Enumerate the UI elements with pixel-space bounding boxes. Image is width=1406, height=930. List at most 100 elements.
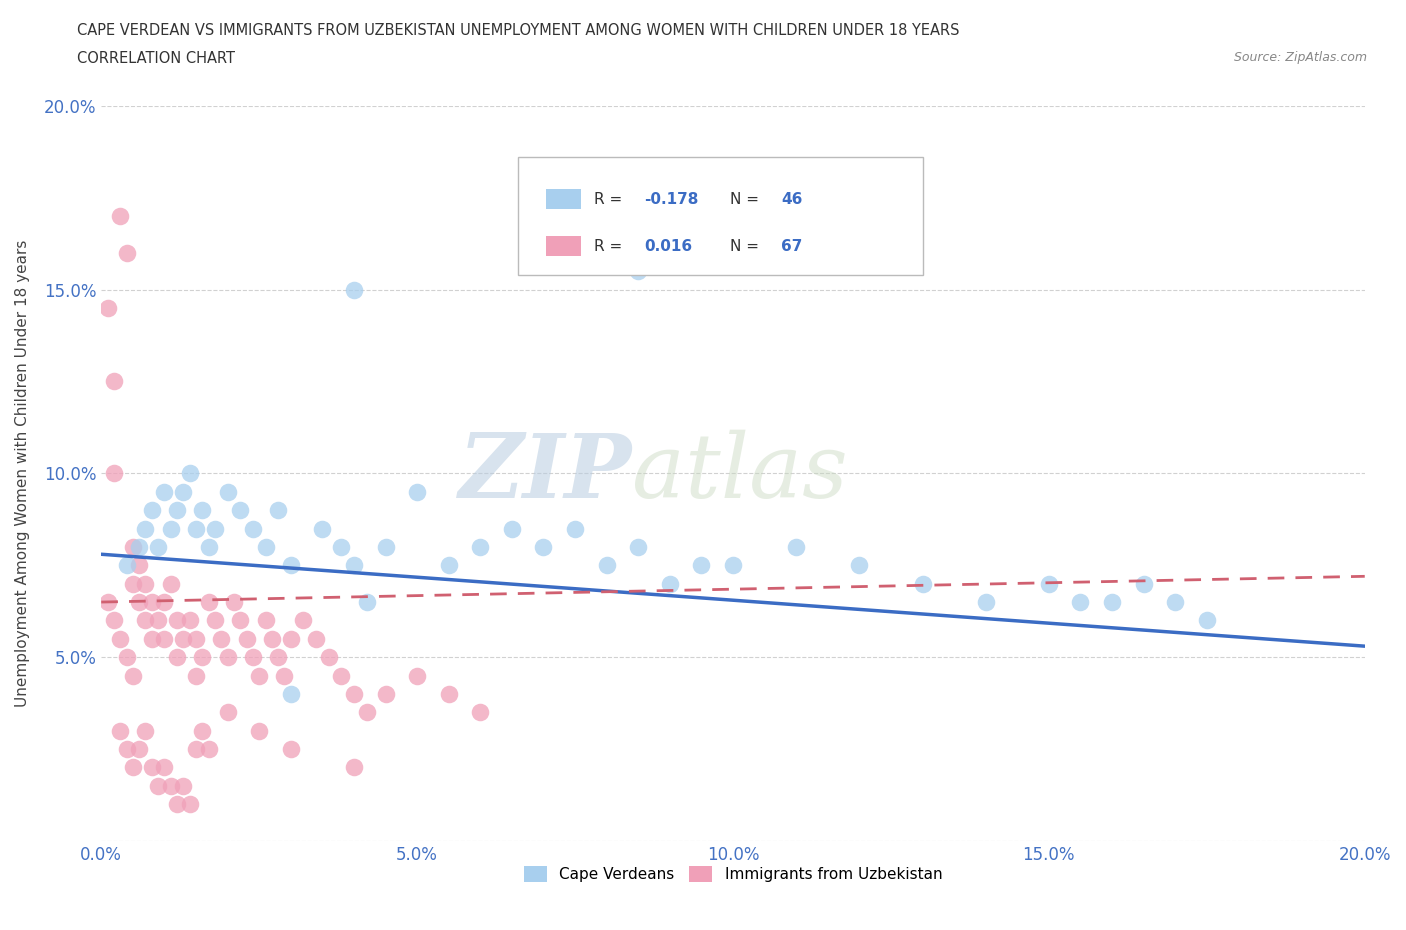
Point xyxy=(318,650,340,665)
Point xyxy=(1132,577,1154,591)
Point xyxy=(166,503,188,518)
Text: CAPE VERDEAN VS IMMIGRANTS FROM UZBEKISTAN UNEMPLOYMENT AMONG WOMEN WITH CHILDRE: CAPE VERDEAN VS IMMIGRANTS FROM UZBEKIST… xyxy=(77,23,960,38)
Point xyxy=(406,485,429,499)
Point xyxy=(848,558,870,573)
Point xyxy=(146,539,169,554)
Text: 46: 46 xyxy=(780,192,803,206)
Point xyxy=(108,631,131,646)
Point xyxy=(627,539,650,554)
Point xyxy=(172,485,194,499)
Point xyxy=(103,374,125,389)
Text: 0.016: 0.016 xyxy=(644,239,693,254)
Point xyxy=(97,594,120,609)
Text: R =: R = xyxy=(593,239,627,254)
Point xyxy=(103,466,125,481)
Point xyxy=(1038,577,1060,591)
Point xyxy=(721,558,744,573)
Point xyxy=(292,613,315,628)
Point xyxy=(159,577,181,591)
Point xyxy=(184,741,207,756)
Point xyxy=(280,686,302,701)
Point xyxy=(191,724,214,738)
Point xyxy=(179,797,201,812)
Point xyxy=(280,631,302,646)
Point xyxy=(217,485,239,499)
Point xyxy=(184,631,207,646)
Point xyxy=(108,724,131,738)
Point xyxy=(311,521,333,536)
Point xyxy=(254,539,277,554)
Point xyxy=(197,594,219,609)
Point xyxy=(785,539,807,554)
Text: 67: 67 xyxy=(780,239,803,254)
Point xyxy=(146,613,169,628)
Point xyxy=(121,668,143,683)
Point xyxy=(108,208,131,223)
Point xyxy=(166,797,188,812)
Text: N =: N = xyxy=(731,192,765,206)
Point xyxy=(179,613,201,628)
Point xyxy=(159,521,181,536)
Text: R =: R = xyxy=(593,192,627,206)
Point xyxy=(343,282,366,297)
Point xyxy=(564,521,586,536)
Point xyxy=(974,594,997,609)
Point xyxy=(1101,594,1123,609)
Point xyxy=(595,558,617,573)
Point xyxy=(260,631,283,646)
Point xyxy=(242,650,264,665)
Point xyxy=(1164,594,1187,609)
Point xyxy=(115,246,138,260)
Point xyxy=(134,724,156,738)
Point xyxy=(153,631,176,646)
Point xyxy=(153,760,176,775)
Point xyxy=(121,577,143,591)
Point xyxy=(141,631,163,646)
Text: Source: ZipAtlas.com: Source: ZipAtlas.com xyxy=(1233,51,1367,64)
Point xyxy=(406,668,429,683)
Point xyxy=(115,741,138,756)
Point xyxy=(166,650,188,665)
Point xyxy=(128,594,150,609)
Point xyxy=(172,631,194,646)
Point xyxy=(280,558,302,573)
Point xyxy=(273,668,295,683)
Point xyxy=(470,705,492,720)
Point xyxy=(267,650,290,665)
Point xyxy=(330,539,353,554)
Text: -0.178: -0.178 xyxy=(644,192,699,206)
Point xyxy=(184,668,207,683)
Text: N =: N = xyxy=(731,239,765,254)
Point xyxy=(115,558,138,573)
Point xyxy=(191,650,214,665)
Point xyxy=(247,724,270,738)
Text: atlas: atlas xyxy=(631,430,848,517)
Point xyxy=(134,577,156,591)
Point xyxy=(343,686,366,701)
Point xyxy=(229,613,252,628)
Point xyxy=(204,521,226,536)
Point xyxy=(128,741,150,756)
Point xyxy=(242,521,264,536)
Point xyxy=(217,650,239,665)
Point xyxy=(153,594,176,609)
Point xyxy=(121,539,143,554)
Point xyxy=(134,613,156,628)
Point xyxy=(437,686,460,701)
Point xyxy=(374,686,396,701)
Point xyxy=(121,760,143,775)
Point xyxy=(254,613,277,628)
Point xyxy=(197,539,219,554)
Point xyxy=(128,558,150,573)
Point xyxy=(690,558,713,573)
Point xyxy=(134,521,156,536)
Point xyxy=(1195,613,1218,628)
Legend: Cape Verdeans, Immigrants from Uzbekistan: Cape Verdeans, Immigrants from Uzbekista… xyxy=(517,860,948,888)
FancyBboxPatch shape xyxy=(519,157,922,275)
Point xyxy=(305,631,328,646)
Point xyxy=(103,613,125,628)
Point xyxy=(343,558,366,573)
Point xyxy=(179,466,201,481)
Point xyxy=(247,668,270,683)
Point xyxy=(141,760,163,775)
